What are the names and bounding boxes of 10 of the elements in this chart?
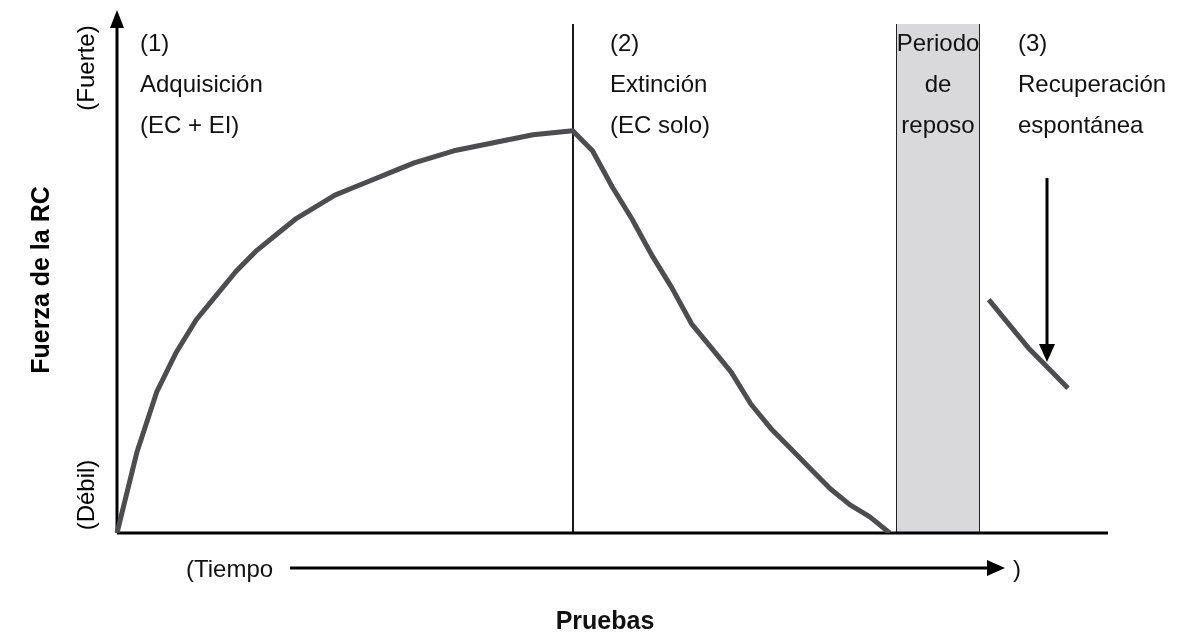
annotation: (1) Adquisición (EC + EI) xyxy=(140,28,263,140)
x-axis-title: Pruebas xyxy=(554,605,656,636)
text: (Fuerte) xyxy=(72,25,100,111)
annotation: Periodo de reposo xyxy=(895,28,981,140)
y-axis-title: Fuerza de la RC xyxy=(25,186,55,374)
text: ) xyxy=(1013,554,1021,584)
annotation: (3) Recuperación espontánea xyxy=(1018,28,1167,140)
text: (Tiempo xyxy=(186,554,274,584)
text: (Débil) xyxy=(72,459,100,531)
annotation: (2) Extinción (EC solo) xyxy=(610,28,711,140)
